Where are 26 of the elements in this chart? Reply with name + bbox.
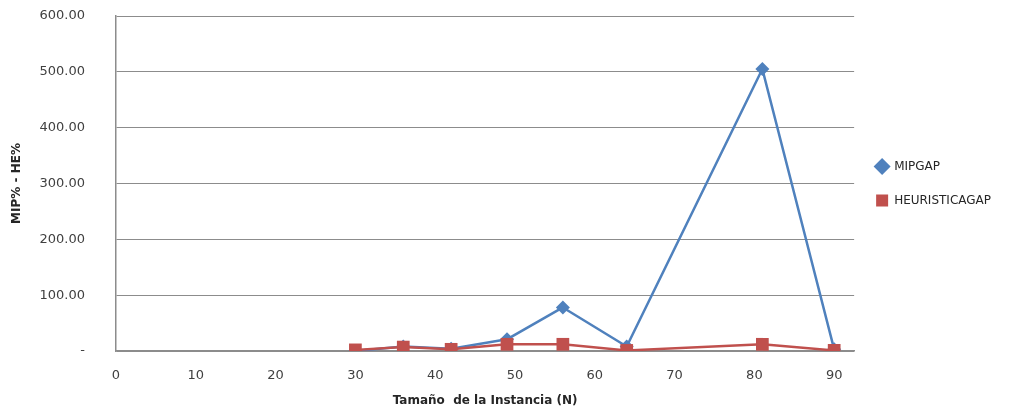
y-tick-label: - [80,342,86,358]
point [756,337,769,351]
y-tick-label: 100.00 [39,286,85,302]
x-tick-label: 80 [746,367,763,383]
y-tick-label: 500.00 [39,63,85,79]
x-tick-label: 10 [187,367,205,383]
legend-label: MIPGAP [894,158,940,173]
point [500,337,514,351]
point [755,62,770,77]
y-axis-title: MIP% - HE% [9,143,24,224]
x-tick-label: 50 [506,367,524,383]
y-tick-label: 200.00 [39,230,85,246]
x-tick-label: 70 [666,367,683,383]
y-tick-label: 600.00 [39,7,85,23]
x-tick-label: 90 [825,367,843,383]
x-axis-title: Tamaño de la Instancia (N) [392,392,578,407]
point [555,300,570,315]
x-tick-label: 0 [111,367,121,383]
y-tick-label: 400.00 [39,119,85,135]
x-tick-label: 40 [426,367,444,383]
legend-label: HEURISTICAGAP [894,192,991,207]
point [556,337,570,351]
x-tick-label: 60 [586,367,604,383]
y-tick-label: 300.00 [39,174,85,190]
x-tick-label: 30 [347,367,364,383]
x-tick-label: 20 [267,367,284,383]
